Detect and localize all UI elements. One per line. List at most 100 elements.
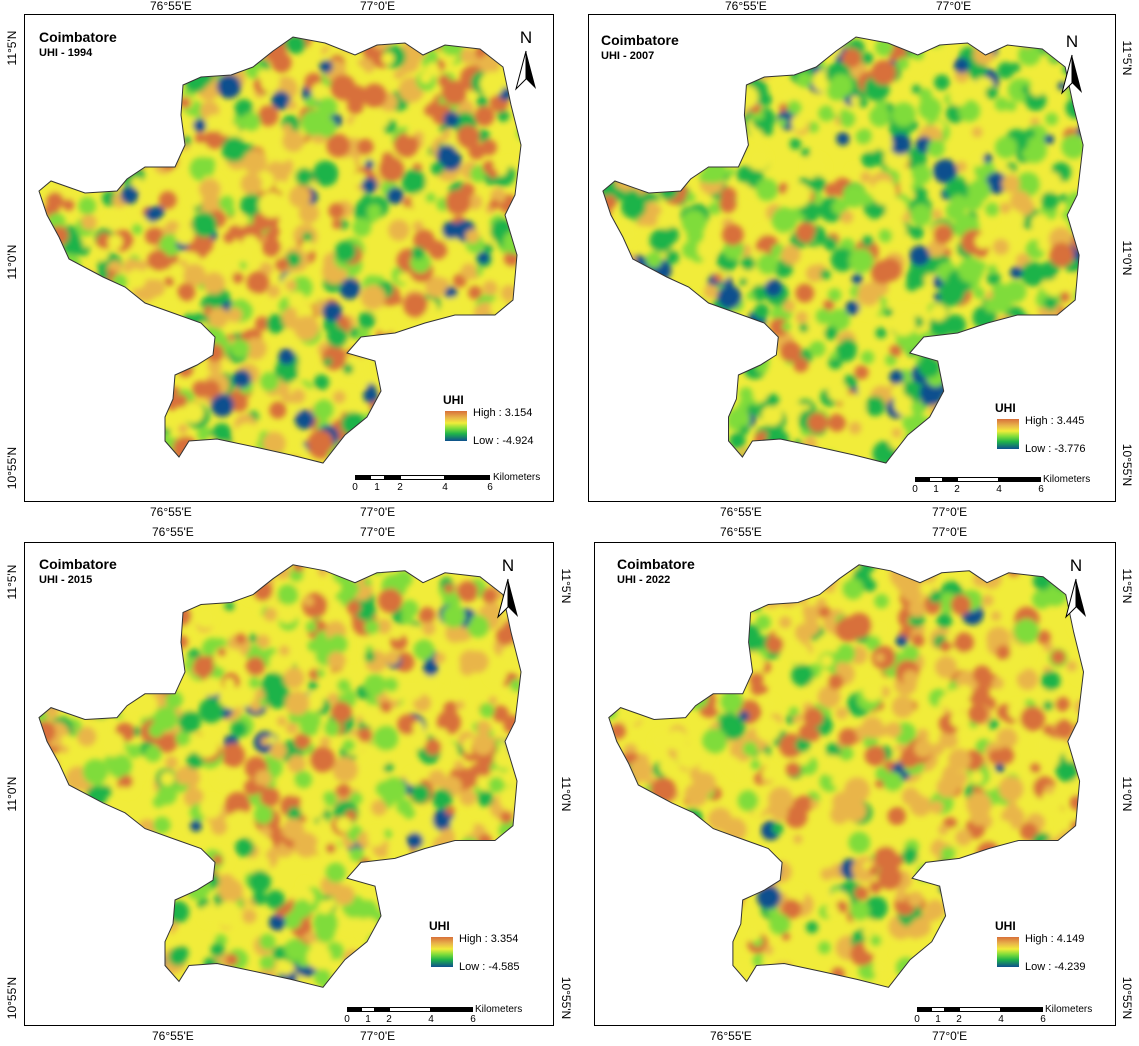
lat-label-top: 11°5'N [5,30,19,66]
legend-title: UHI [443,393,464,407]
lon-label-top-left: 76°55'E [150,0,192,13]
map-frame: Coimbatore UHI - 2007 N UHI High : 3.445… [588,14,1116,502]
uhi-map-2022 [608,564,1085,988]
lon-label-bottom-left: 76°55'E [710,1029,752,1043]
scale-label: 0 [912,484,918,495]
legend-title: UHI [995,919,1016,933]
scale-label: 0 [914,1014,920,1025]
north-label: N [519,28,533,47]
north-label: N [1065,32,1079,51]
lon-label-top-right: 77°0'E [936,0,972,13]
uhi-map-2015 [38,564,522,988]
scale-label: 4 [998,1014,1004,1025]
scale-bar: 0 1 2 4 6 Kilometers [914,1004,1115,1025]
lat-label-bottom: 10°55'N [5,976,19,1020]
scale-label: 6 [1038,484,1044,495]
scale-unit: Kilometers [1045,1004,1093,1015]
legend-high: High : 3.445 [1025,415,1085,427]
legend: UHI High : 3.445 Low : -3.776 [995,401,1105,461]
lat-label-bottom: 10°55'N [5,446,19,490]
legend-high: High : 3.354 [459,933,519,945]
legend-color-ramp [997,419,1019,449]
lat-label-bottom: 10°55'N [1120,976,1134,1020]
lon-label-bottom-right: 77°0'E [932,1029,968,1043]
map-title: Coimbatore [617,556,695,572]
lon-label-top-right: 77°0'E [360,0,396,13]
map-panel-2022: 76°55'E 77°0'E 76°55'E 77°0'E 11°5'N 11°… [570,522,1139,1046]
map-subtitle: UHI - 1994 [39,47,93,59]
lon-label-bottom-right: 77°0'E [360,505,396,519]
lon-label-bottom-left: 76°55'E [152,1029,194,1043]
map-panel-2015: 76°55'E 77°0'E 76°55'E 77°0'E 11°5'N 11°… [0,522,573,1046]
scale-unit: Kilometers [1043,474,1091,485]
scale-label: 1 [374,482,380,493]
uhi-map-2007 [602,36,1084,464]
legend-low: Low : -3.776 [1025,443,1086,455]
legend-high: High : 4.149 [1025,933,1085,945]
legend-low: Low : -4.924 [473,435,534,447]
scale-label: 6 [1040,1014,1046,1025]
north-arrow: N [511,29,541,91]
legend: UHI High : 3.354 Low : -4.585 [429,919,539,979]
scale-bar: 0 1 2 4 6 Kilometers [912,474,1115,499]
north-arrow: N [1057,33,1087,95]
scale-label: 4 [996,484,1002,495]
lon-label-top-left: 76°55'E [152,525,194,539]
scale-label: 1 [935,1014,941,1025]
map-subtitle: UHI - 2015 [39,574,93,586]
lon-label-bottom-right: 77°0'E [360,1029,396,1043]
scale-label: 1 [365,1014,371,1025]
scale-label: 2 [386,1014,392,1025]
lat-label-mid: 11°0'N [1120,240,1134,276]
scale-unit: Kilometers [475,1004,523,1015]
map-panel-2007: 76°55'E 77°0'E 76°55'E 77°0'E 11°5'N 11°… [570,0,1139,520]
scale-unit: Kilometers [493,472,541,483]
map-title: Coimbatore [601,32,679,48]
scale-label: 0 [344,1014,350,1025]
map-panel-1994: 76°55'E 77°0'E 76°55'E 77°0'E 11°5'N 11°… [0,0,570,520]
scale-bar: 0 1 2 4 6 Kilometers [352,472,553,497]
north-arrow: N [1061,557,1091,619]
scale-label: 1 [933,484,939,495]
lon-label-top-right: 77°0'E [360,525,396,539]
legend-low: Low : -4.585 [459,961,520,973]
lon-label-bottom-right: 77°0'E [932,505,968,519]
map-frame: Coimbatore UHI - 2022 N UHI High : 4.149… [594,542,1116,1026]
map-title: Coimbatore [39,556,117,572]
legend-low: Low : -4.239 [1025,961,1086,973]
lat-label-mid: 11°0'N [1120,776,1134,812]
scale-bar: 0 1 2 4 6 Kilometers [344,1004,547,1025]
scale-label: 6 [470,1014,476,1025]
map-subtitle: UHI - 2007 [601,50,655,62]
north-arrow: N [493,557,523,619]
north-label: N [1069,556,1083,575]
legend: UHI High : 3.154 Low : -4.924 [443,393,553,453]
legend-color-ramp [431,937,453,967]
legend-color-ramp [997,937,1019,967]
scale-label: 2 [397,482,403,493]
map-frame: Coimbatore UHI - 2015 N UHI High : 3.354… [24,542,554,1026]
map-title: Coimbatore [39,29,117,45]
scale-label: 2 [956,1014,962,1025]
scale-label: 6 [487,482,493,493]
lon-label-bottom-left: 76°55'E [150,505,192,519]
map-subtitle: UHI - 2022 [617,574,671,586]
lat-label-top: 11°5'N [1120,40,1134,76]
lat-label-mid: 11°0'N [5,776,19,812]
scale-label: 4 [442,482,448,493]
lon-label-top-right: 77°0'E [932,525,968,539]
lat-label-top: 11°5'N [5,564,19,600]
legend-color-ramp [445,411,467,441]
legend-high: High : 3.154 [473,407,533,419]
legend-title: UHI [995,401,1016,415]
scale-label: 4 [428,1014,434,1025]
lat-label-mid: 11°0'N [5,244,19,280]
map-frame: Coimbatore UHI - 1994 N UHI High : 3.154… [24,14,554,502]
legend: UHI High : 4.149 Low : -4.239 [995,919,1105,979]
legend-title: UHI [429,919,450,933]
lat-label-top: 11°5'N [1120,568,1134,604]
lat-label-bottom: 10°55'N [1120,443,1134,487]
lon-label-bottom-left: 76°55'E [720,505,762,519]
scale-label: 2 [954,484,960,495]
lon-label-top-left: 76°55'E [725,0,767,13]
